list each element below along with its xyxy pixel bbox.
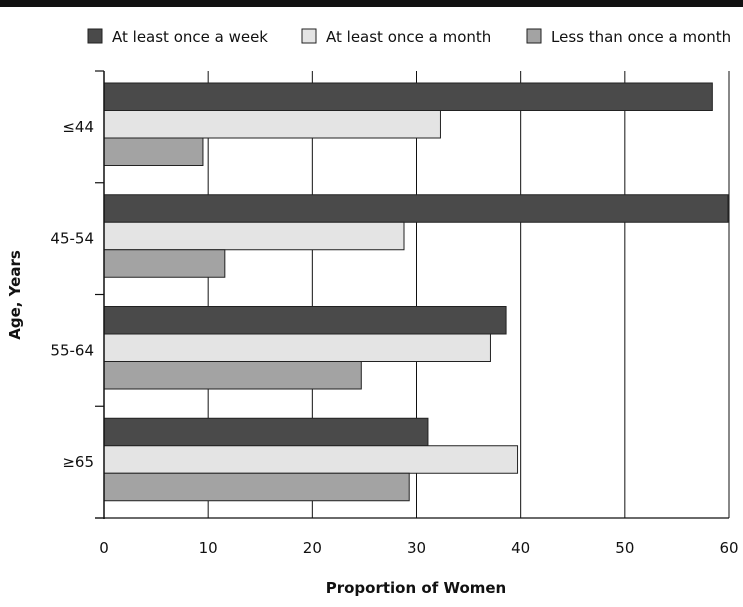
bar-45-54-series-2 (103, 221, 405, 251)
x-tick-label: 40 (511, 539, 530, 557)
bar-≤44-series-1 (103, 82, 713, 111)
legend: At least once a week At least once a mont… (87, 28, 731, 46)
bar-≥65-series-3 (103, 472, 410, 502)
x-tick-label: 10 (199, 539, 218, 557)
bar-55-64-series-1 (103, 306, 507, 335)
legend-swatch-3 (526, 28, 542, 44)
legend-swatch-1 (87, 28, 103, 44)
legend-label-2: At least once a month (326, 28, 491, 46)
bar-55-64-series-3 (103, 361, 362, 390)
category-labels: ≤44 45-54 55-64 ≥65 (50, 118, 94, 471)
x-tick-label: 50 (615, 539, 634, 557)
y-axis-title: Age, Years (6, 250, 24, 340)
axes (95, 70, 729, 519)
x-tick-labels: 0 10 20 30 40 50 60 (99, 539, 738, 557)
legend-label-1: At least once a week (112, 28, 268, 46)
category-label: 55-64 (50, 341, 94, 359)
bar-55-64-series-2 (103, 333, 491, 362)
bar-≥65-series-2 (103, 445, 519, 474)
x-axis-title: Proportion of Women (326, 579, 507, 597)
bars (103, 82, 729, 502)
bar-45-54-series-1 (103, 194, 729, 223)
legend-swatch-2 (301, 28, 317, 44)
bar-≤44-series-2 (103, 110, 441, 139)
x-tick-label: 60 (719, 539, 738, 557)
x-tick-label: 20 (303, 539, 322, 557)
x-tick-label: 30 (407, 539, 426, 557)
bar-45-54-series-3 (103, 249, 226, 278)
x-tick-label: 0 (99, 539, 109, 557)
category-label: ≥65 (62, 453, 94, 471)
legend-label-3: Less than once a month (551, 28, 731, 46)
category-label: ≤44 (62, 118, 94, 136)
top-rule (0, 0, 743, 7)
category-label: 45-54 (50, 230, 94, 248)
bar-≥65-series-1 (103, 417, 429, 447)
bar-≤44-series-3 (103, 137, 204, 166)
